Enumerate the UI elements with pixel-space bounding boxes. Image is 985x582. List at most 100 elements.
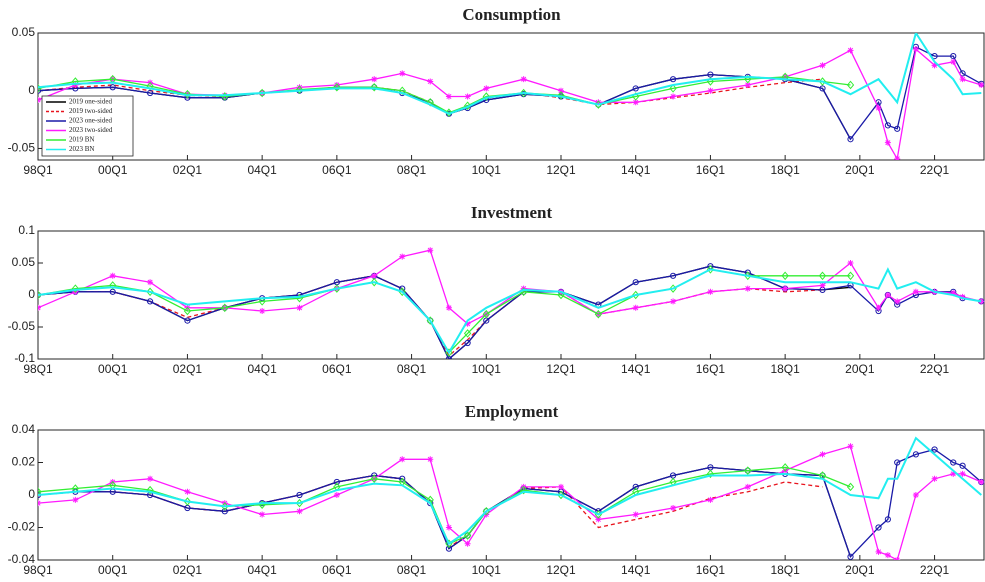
marker (744, 466, 752, 475)
x-tick-label: 02Q1 (173, 563, 203, 577)
marker (258, 88, 266, 98)
x-tick-label: 18Q1 (770, 362, 800, 376)
marker (912, 288, 919, 295)
marker (296, 84, 303, 91)
marker (894, 125, 901, 132)
x-tick-label: 02Q1 (173, 163, 203, 177)
x-tick-label: 20Q1 (845, 563, 875, 577)
y-tick-label: 0 (28, 287, 35, 301)
x-tick-label: 10Q1 (472, 163, 502, 177)
x-tick-label: 00Q1 (98, 563, 128, 577)
marker (146, 81, 154, 91)
marker (370, 277, 378, 287)
marker (632, 85, 639, 92)
marker (632, 511, 639, 518)
marker (464, 93, 471, 100)
series-line (38, 275, 823, 357)
marker (670, 505, 677, 511)
x-tick-label: 16Q1 (696, 163, 726, 177)
legend-label: 2023 two-sided (69, 126, 113, 134)
marker (847, 47, 854, 54)
marker (781, 463, 789, 472)
marker (296, 491, 303, 499)
marker (221, 303, 229, 313)
marker (781, 72, 789, 82)
x-tick-label: 14Q1 (621, 563, 651, 577)
marker (557, 91, 565, 100)
x-tick-label: 12Q1 (546, 163, 576, 177)
marker (71, 77, 80, 86)
marker (72, 496, 79, 503)
marker (744, 285, 751, 292)
y-tick-label: 0 (28, 487, 35, 501)
y-tick-label: -0.05 (8, 141, 36, 155)
marker (744, 81, 751, 88)
x-tick-label: 02Q1 (173, 362, 203, 376)
marker (463, 101, 472, 111)
marker (463, 531, 472, 540)
marker (875, 304, 882, 311)
marker (371, 272, 378, 279)
x-tick-label: 18Q1 (770, 563, 800, 577)
marker (847, 443, 854, 450)
x-tick-label: 98Q1 (23, 362, 53, 376)
marker (183, 89, 192, 99)
marker (445, 93, 452, 100)
y-tick-label: 0.02 (12, 455, 36, 469)
marker (884, 122, 891, 129)
marker (894, 459, 901, 466)
marker (146, 485, 154, 495)
marker (818, 77, 827, 86)
y-tick-label: -0.02 (8, 520, 36, 534)
marker (670, 298, 677, 305)
x-tick-label: 22Q1 (920, 362, 950, 376)
x-tick-label: 16Q1 (696, 563, 726, 577)
marker (950, 470, 957, 477)
y-tick-label: 0.05 (12, 25, 36, 39)
marker (875, 524, 882, 531)
marker (38, 500, 41, 507)
marker (333, 82, 341, 92)
x-tick-label: 22Q1 (920, 163, 950, 177)
marker (426, 98, 434, 107)
marker (519, 88, 528, 98)
legend-box (41, 95, 134, 157)
x-tick-label: 08Q1 (397, 163, 427, 177)
y-tick-label: 0.04 (12, 422, 36, 436)
x-tick-label: 04Q1 (247, 163, 277, 177)
marker (950, 52, 957, 60)
x-tick-label: 14Q1 (621, 362, 651, 376)
marker (184, 317, 191, 324)
marker (950, 58, 957, 65)
marker (295, 85, 304, 94)
marker (463, 329, 472, 338)
marker (670, 93, 677, 100)
marker (296, 508, 303, 515)
series-line (38, 33, 982, 115)
marker (464, 339, 471, 347)
y-tick-label: -0.04 (8, 552, 36, 566)
marker (483, 85, 490, 92)
x-tick-label: 20Q1 (845, 362, 875, 376)
x-tick-label: 98Q1 (23, 163, 53, 177)
x-tick-label: 08Q1 (397, 362, 427, 376)
marker (846, 80, 855, 90)
marker (38, 304, 41, 311)
marker (818, 271, 827, 281)
marker (482, 92, 490, 101)
marker (557, 483, 564, 490)
series-group (38, 33, 985, 160)
marker (875, 105, 882, 112)
marker (258, 297, 266, 306)
marker (594, 309, 603, 319)
marker (445, 304, 452, 311)
marker (333, 81, 340, 88)
marker (399, 70, 406, 77)
marker (912, 492, 919, 498)
marker (669, 84, 677, 93)
panel-title: Consumption (462, 5, 561, 24)
marker (445, 348, 453, 357)
marker (884, 552, 891, 559)
marker (959, 470, 966, 477)
marker (912, 46, 919, 53)
